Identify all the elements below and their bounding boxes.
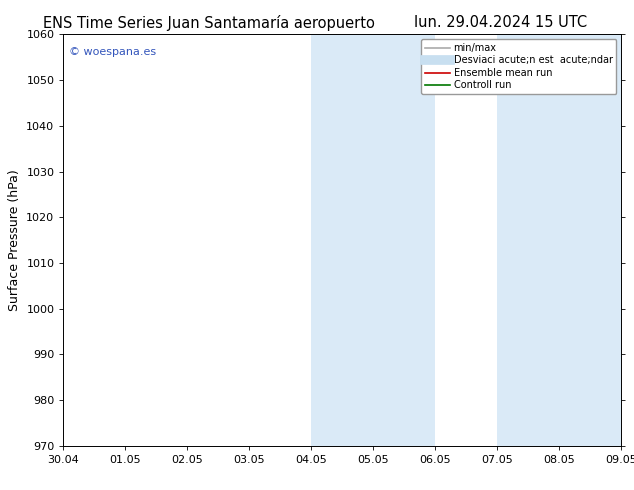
- Legend: min/max, Desviaci acute;n est  acute;ndar, Ensemble mean run, Controll run: min/max, Desviaci acute;n est acute;ndar…: [422, 39, 616, 94]
- Y-axis label: Surface Pressure (hPa): Surface Pressure (hPa): [8, 169, 21, 311]
- Text: ENS Time Series Juan Santamaría aeropuerto: ENS Time Series Juan Santamaría aeropuer…: [43, 15, 375, 31]
- Bar: [373, 34, 436, 446]
- Text: lun. 29.04.2024 15 UTC: lun. 29.04.2024 15 UTC: [414, 15, 588, 30]
- Bar: [497, 34, 559, 446]
- Bar: [559, 34, 621, 446]
- Bar: [311, 34, 373, 446]
- Text: © woespana.es: © woespana.es: [69, 47, 156, 57]
